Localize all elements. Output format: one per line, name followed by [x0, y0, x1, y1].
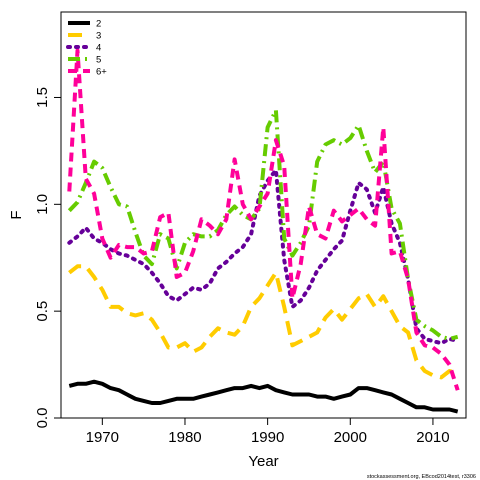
x-axis: 1970 1980 1990 2000 2010	[86, 418, 450, 446]
plot-frame	[60, 11, 467, 419]
series-line-2	[68, 264, 459, 380]
y-axis-label: F	[8, 210, 25, 219]
legend-label: 5	[96, 55, 101, 66]
legend-label: 6+	[96, 67, 107, 78]
series-line-1	[68, 379, 459, 414]
y-tick-label: 1.0	[34, 194, 51, 215]
x-tick-label: 2000	[334, 429, 367, 446]
y-tick-label: 0.5	[34, 301, 51, 322]
legend-label: 3	[96, 31, 101, 42]
x-tick-label: 2010	[416, 429, 449, 446]
legend-label: 4	[96, 43, 101, 54]
series-line-4	[67, 108, 459, 341]
series-lines	[67, 48, 460, 414]
x-tick-label: 1980	[168, 429, 201, 446]
series-line-5	[67, 48, 460, 391]
credit-text: stockassessment.org, EBcod2014test, r330…	[367, 474, 476, 480]
y-axis: 0.0 0.5 1.0 1.5	[34, 87, 61, 428]
x-tick-label: 1970	[86, 429, 119, 446]
y-tick-label: 1.5	[34, 87, 51, 108]
x-axis-label: Year	[248, 453, 278, 470]
legend-label: 2	[96, 19, 101, 30]
y-tick-label: 0.0	[34, 408, 51, 429]
series-line-3	[67, 168, 460, 346]
x-tick-label: 1990	[251, 429, 284, 446]
